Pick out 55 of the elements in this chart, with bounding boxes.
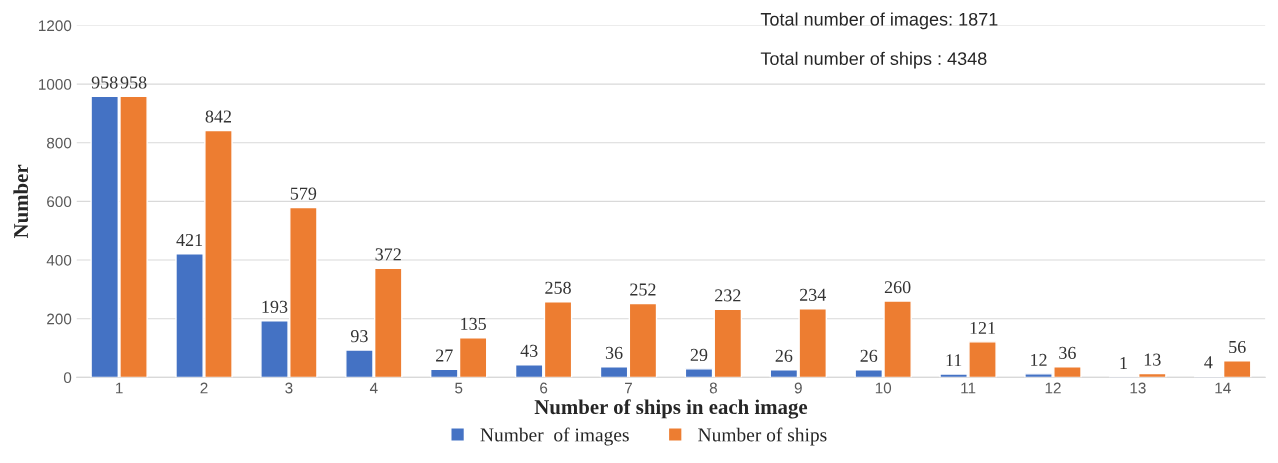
data-label: 958: [91, 76, 118, 89]
x-tick-label: 9: [794, 382, 802, 394]
legend-label: Number of images: [480, 427, 629, 446]
data-label: 26: [860, 349, 878, 362]
data-label: 27: [436, 349, 453, 362]
annotation: Total number of images: 1871: [760, 12, 998, 30]
data-label: 842: [205, 110, 231, 123]
data-label: 958: [120, 76, 147, 89]
y-tick-label: 400: [46, 254, 72, 266]
y-tick-label: 600: [47, 196, 72, 208]
x-tick-label: 14: [1215, 382, 1231, 394]
data-label: 372: [375, 248, 401, 261]
data-label: 4: [1204, 356, 1213, 369]
x-tick-label: 3: [285, 382, 293, 394]
y-tick-label: 800: [46, 137, 72, 149]
x-tick-label: 4: [369, 382, 378, 394]
x-tick-label: 5: [455, 382, 463, 394]
data-label: 13: [1144, 353, 1161, 366]
data-label: 29: [690, 348, 708, 362]
x-tick-label: 7: [625, 382, 632, 394]
x-tick-label: 1: [116, 382, 123, 394]
x-tick-label: 12: [1045, 382, 1061, 394]
x-tick-label: 8: [709, 382, 717, 394]
x-tick-label: 11: [961, 382, 976, 394]
y-tick-label: 1200: [39, 20, 72, 32]
data-label: 12: [1031, 353, 1047, 366]
data-label: 252: [630, 283, 656, 296]
y-axis-title: Number: [13, 164, 29, 239]
x-tick-label: 10: [875, 382, 892, 394]
data-label: 135: [461, 317, 486, 330]
data-label: 421: [176, 233, 203, 246]
data-label: 579: [290, 187, 317, 200]
x-tick-label: 13: [1130, 382, 1146, 394]
data-label: 258: [545, 281, 571, 294]
data-label: 11: [946, 354, 962, 367]
data-label: 36: [1059, 346, 1076, 359]
data-label: 232: [715, 289, 741, 302]
annotation: Total number of ships : 4348: [760, 51, 987, 69]
data-label: 26: [775, 349, 793, 362]
x-tick-label: 2: [200, 382, 208, 394]
legend-label: Number of ships: [698, 427, 827, 446]
y-tick-label: 0: [63, 372, 72, 384]
data-label: 1: [1120, 357, 1127, 370]
data-label: 260: [884, 281, 911, 294]
x-tick-label: 6: [540, 382, 548, 394]
y-tick-label: 200: [47, 313, 72, 325]
data-label: 193: [262, 300, 288, 313]
data-label: 36: [605, 346, 623, 359]
data-label: 56: [1229, 340, 1246, 354]
data-label: 121: [970, 321, 995, 334]
data-label: 234: [799, 288, 826, 301]
x-axis-title: Number of ships in each image: [534, 399, 808, 419]
data-label: 43: [520, 344, 538, 357]
data-label: 93: [350, 330, 368, 343]
y-tick-label: 1000: [39, 78, 72, 90]
